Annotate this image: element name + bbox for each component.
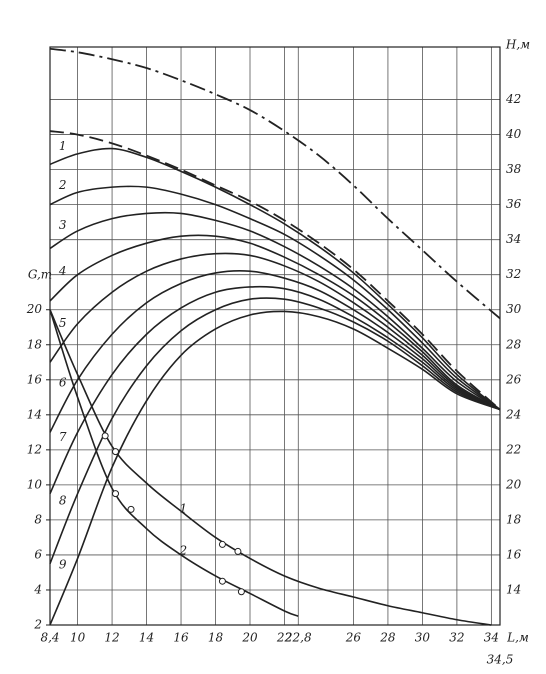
curve-label: 4 [58,264,67,278]
curve-label: 6 [59,375,67,389]
y2-tick-label: 20 [505,477,522,491]
curve-label: 2 [179,544,188,558]
curve-label: 2 [58,178,67,192]
point-marker [218,577,226,585]
y2-tick-label: 32 [506,267,521,281]
curve [49,297,501,564]
curve [49,270,501,433]
point-marker [112,490,120,498]
y2-tick-label: 26 [505,372,522,386]
x-tick-label: 32 [449,631,464,645]
x-tick-label: 28 [379,631,396,645]
point-marker [101,432,109,440]
curve [49,147,501,411]
x-tick-label: 20 [241,631,258,645]
y-tick-label: 18 [27,337,43,351]
x-tick-label: 30 [415,631,431,645]
y-tick-label: 20 [26,302,43,316]
x-tick-label: 34 [484,631,499,645]
y2-tick-label: 38 [506,162,522,176]
y2-tick-label: 34 [506,232,521,246]
curve [49,252,501,411]
y-tick-label: 4 [33,582,42,596]
curve-label: 5 [59,316,67,330]
y-tick-label: 14 [27,407,42,421]
point-marker [237,588,245,596]
curve [49,309,492,626]
point-marker [112,448,120,456]
curve [49,309,299,617]
y2-tick-label: 36 [506,197,522,211]
y-tick-label: 12 [27,442,42,456]
y-tick-label: 6 [34,547,42,561]
curve [49,185,501,411]
point-marker [218,540,226,548]
y2-axis-label: H,м [505,38,530,52]
curve [49,130,501,411]
y2-tick-label: 28 [505,337,522,351]
x-axis-label: L,м [506,631,529,645]
curve [49,285,501,494]
curve [49,211,501,411]
curve-label: 1 [180,502,188,516]
x-tick-label: 22 [276,631,292,645]
curve [49,47,501,320]
x-tick-label: 8,4 [40,631,59,645]
x-tick-label: 26 [345,631,362,645]
curve-label: 8 [59,494,67,508]
y-axis-label: G,т [28,268,52,282]
y-tick-label: 8 [34,512,42,526]
y2-tick-label: 42 [505,92,521,106]
y-tick-label: 16 [27,372,43,386]
curve-label: 3 [59,218,67,232]
y2-tick-label: 22 [505,442,521,456]
y2-tick-label: 24 [505,407,521,421]
curve-label: 7 [59,430,67,444]
x-tick-label: 16 [173,631,189,645]
y-tick-label: 10 [27,477,43,491]
curve [49,234,501,411]
curve-label: 1 [59,139,67,153]
x-tick-label: 10 [70,631,86,645]
x-tick-label: 22,8 [284,631,312,645]
y2-tick-label: 40 [505,127,522,141]
curve-label: 9 [59,558,67,572]
x-tick-label: 12 [104,631,119,645]
y2-tick-label: 16 [506,547,522,561]
point-marker [234,547,242,555]
y2-tick-label: 30 [506,302,522,316]
x-tick-label: 14 [139,631,154,645]
curve [49,310,501,626]
plot-frame [49,46,501,626]
x-tick-label: 34,5 [487,653,514,667]
y-tick-label: 2 [33,618,42,632]
point-marker [127,505,135,513]
x-tick-label: 18 [208,631,224,645]
y2-tick-label: 14 [506,582,521,596]
y2-tick-label: 18 [506,512,522,526]
